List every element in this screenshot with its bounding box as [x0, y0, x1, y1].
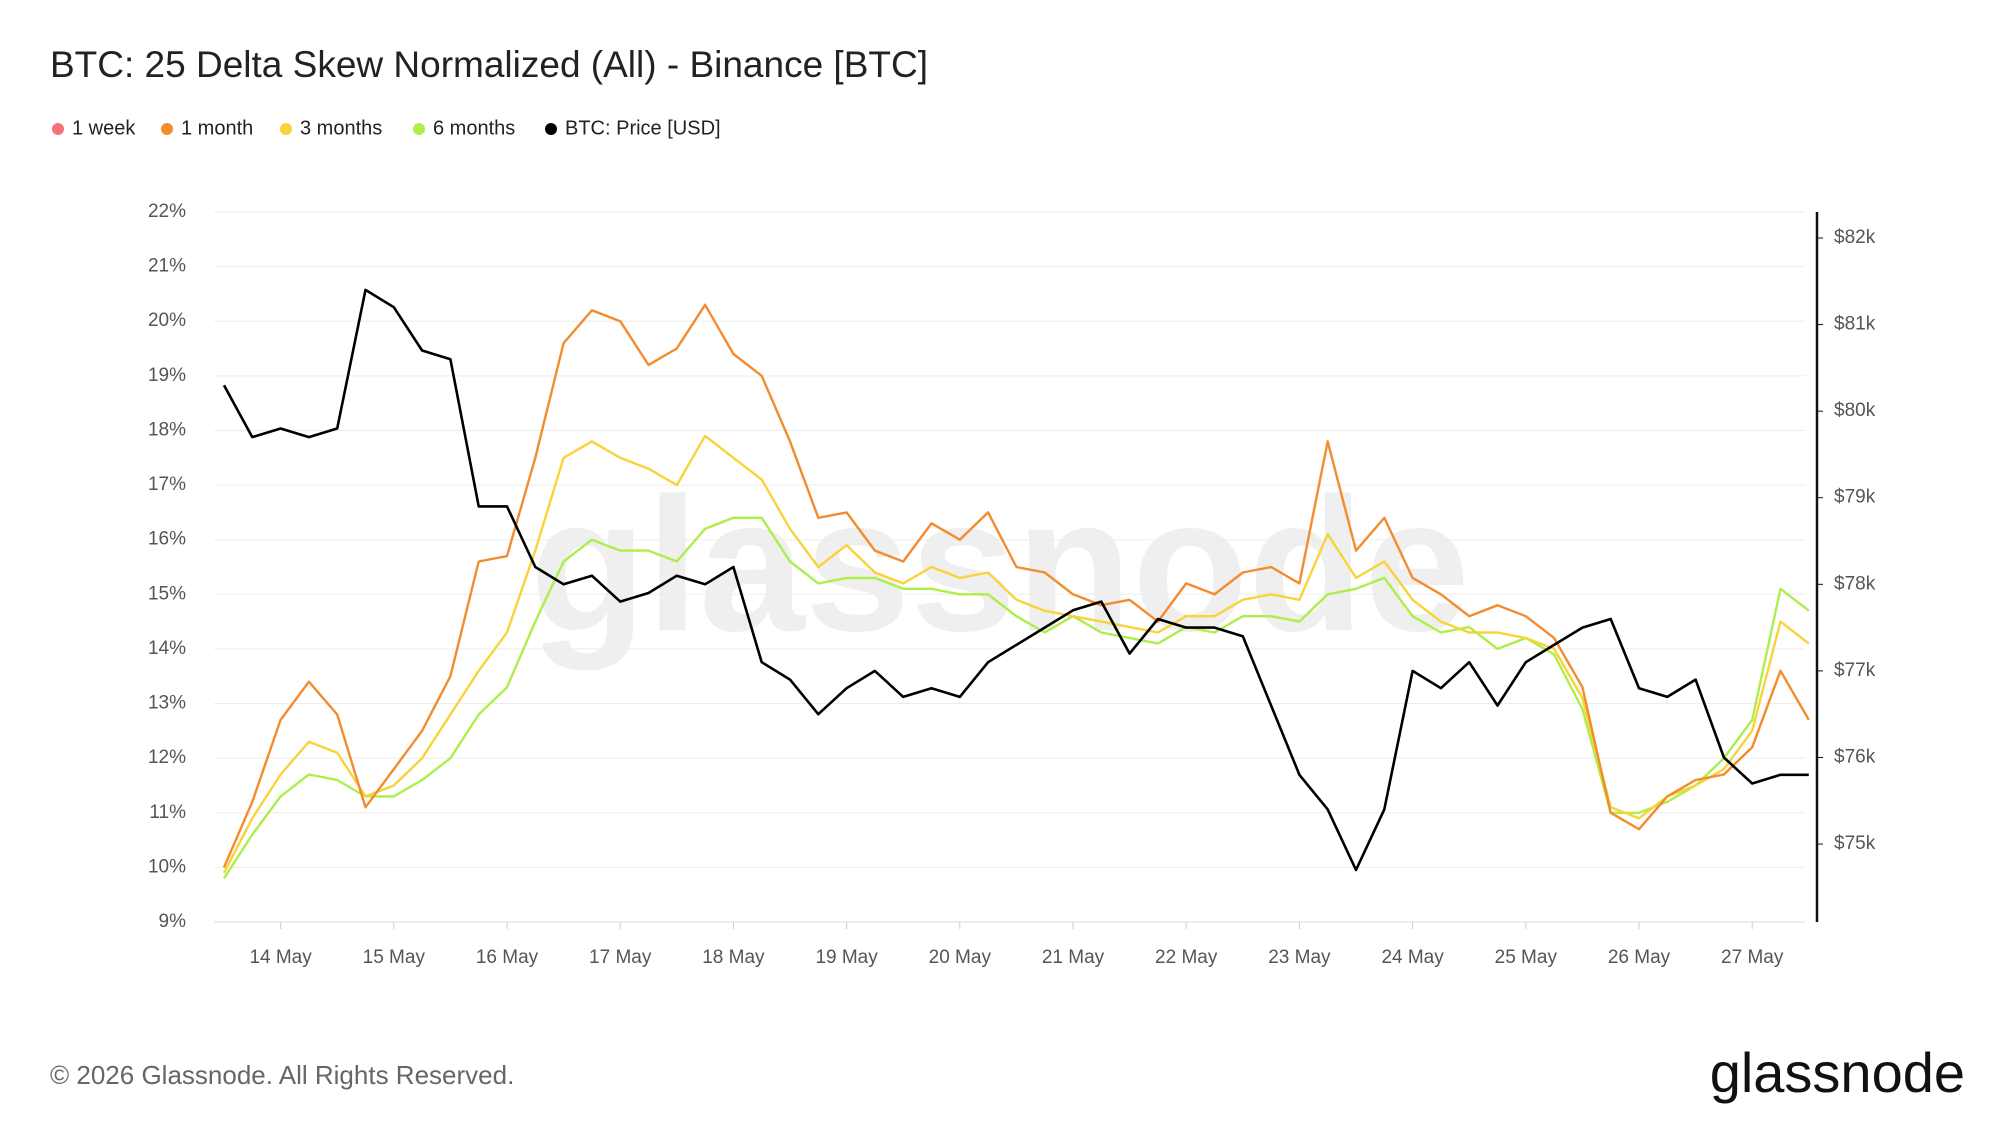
x-tick-label: 23 May — [1268, 947, 1331, 968]
y2-tick-label: $76k — [1834, 747, 1876, 768]
legend-marker — [161, 123, 173, 135]
legend-label: 1 month — [181, 117, 253, 139]
x-tick-label: 20 May — [929, 947, 992, 968]
legend-label: 6 months — [433, 117, 515, 139]
y-tick-label: 10% — [148, 856, 186, 877]
x-tick-label: 21 May — [1042, 947, 1105, 968]
y2-tick-label: $80k — [1834, 400, 1876, 421]
legend-label: 1 week — [72, 117, 136, 139]
y-tick-label: 19% — [148, 365, 186, 386]
watermark: glassnode — [530, 459, 1470, 671]
x-tick-label: 17 May — [589, 947, 652, 968]
x-tick-label: 27 May — [1721, 947, 1784, 968]
legend-label: BTC: Price [USD] — [565, 117, 721, 139]
series-line — [222, 516, 1810, 879]
x-tick-label: 25 May — [1495, 947, 1558, 968]
y-tick-label: 17% — [148, 474, 186, 495]
y2-tick-label: $82k — [1834, 227, 1876, 248]
y-tick-label: 18% — [148, 419, 186, 440]
legend-marker — [52, 123, 64, 135]
y-tick-label: 21% — [148, 256, 186, 277]
x-tick-label: 22 May — [1155, 947, 1218, 968]
y2-tick-label: $78k — [1834, 573, 1876, 594]
x-tick-label: 19 May — [815, 947, 878, 968]
y-tick-label: 11% — [149, 802, 186, 823]
legend-marker — [280, 123, 292, 135]
x-tick-label: 26 May — [1608, 947, 1671, 968]
x-tick-label: 18 May — [702, 947, 765, 968]
y-tick-label: 15% — [148, 583, 186, 604]
chart-title: BTC: 25 Delta Skew Normalized (All) - Bi… — [50, 44, 928, 85]
footer: © 2026 Glassnode. All Rights Reserved. — [50, 1060, 514, 1090]
y2-tick-label: $79k — [1834, 487, 1876, 508]
y2-tick-label: $81k — [1834, 314, 1876, 335]
y-tick-label: 20% — [148, 310, 186, 331]
series-line — [222, 434, 1810, 874]
x-tick-label: 24 May — [1381, 947, 1444, 968]
x-tick-label: 16 May — [476, 947, 539, 968]
y2-tick-label: $77k — [1834, 660, 1876, 681]
y-tick-label: 22% — [148, 201, 186, 222]
series-line — [222, 288, 1809, 872]
y-tick-label: 9% — [159, 911, 187, 932]
y-tick-label: 12% — [148, 747, 186, 768]
legend-marker — [545, 123, 557, 135]
legend-marker — [413, 123, 425, 135]
y-tick-label: 13% — [148, 693, 186, 714]
y-tick-label: 16% — [148, 529, 186, 550]
y2-tick-label: $75k — [1834, 833, 1876, 854]
x-tick-label: 15 May — [363, 947, 426, 968]
x-tick-label: 14 May — [249, 947, 312, 968]
series-line — [222, 303, 1810, 868]
y-tick-label: 14% — [148, 638, 186, 659]
brand-logo: glassnode — [1710, 1041, 1965, 1104]
legend-label: 3 months — [300, 117, 382, 139]
